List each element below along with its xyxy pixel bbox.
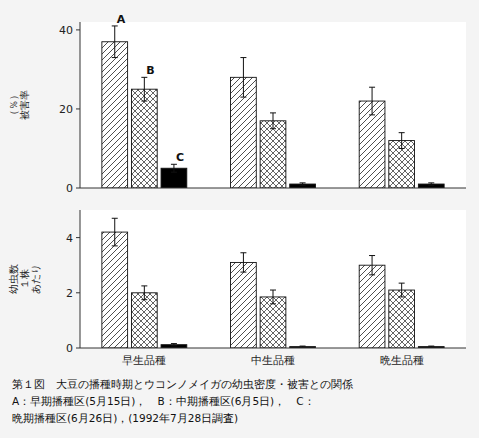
series-label: C bbox=[176, 151, 184, 164]
caption: A：早期播種区(5月15日)， B：中期播種区(6月5日)， C： bbox=[12, 395, 315, 407]
bar bbox=[231, 262, 257, 348]
y-axis-label-line: 被害率 bbox=[19, 90, 30, 120]
error-bar bbox=[399, 283, 405, 297]
y-tick-label: 20 bbox=[59, 103, 73, 116]
error-bar bbox=[300, 183, 306, 185]
x-tick-label: 中生品種 bbox=[251, 354, 295, 367]
error-bar bbox=[369, 256, 375, 275]
y-tick bbox=[76, 188, 80, 189]
error-bar bbox=[240, 253, 246, 272]
bar bbox=[260, 121, 286, 188]
error-bar bbox=[399, 133, 405, 149]
error-bar bbox=[141, 286, 147, 300]
y-axis bbox=[80, 210, 81, 348]
error-bar bbox=[171, 164, 177, 172]
error-bar bbox=[112, 26, 118, 58]
error-bar bbox=[141, 77, 147, 101]
y-axis-label: 幼虫数１株あたり bbox=[8, 264, 41, 294]
y-axis-label: （％）被害率 bbox=[8, 90, 30, 120]
y-tick-label: 0 bbox=[66, 182, 73, 195]
error-bar bbox=[240, 58, 246, 98]
error-bar bbox=[428, 183, 434, 185]
error-bar bbox=[112, 218, 118, 246]
error-bars bbox=[112, 26, 435, 185]
series-label: A bbox=[117, 13, 126, 26]
chart-panel: 0 20 40 A B C （％）被害率 bbox=[8, 13, 466, 195]
y-axis bbox=[80, 22, 81, 188]
error-bar bbox=[270, 113, 276, 129]
y-axis-label-line: あたり bbox=[30, 264, 41, 294]
caption: 晩期播種区(6月26日)，(1992年7月28日調査) bbox=[12, 412, 238, 424]
y-axis-label-line: （％） bbox=[8, 90, 19, 120]
bar bbox=[102, 232, 128, 348]
y-tick bbox=[76, 237, 80, 238]
x-axis bbox=[80, 188, 466, 189]
y-tick-label: 2 bbox=[66, 287, 73, 300]
y-tick bbox=[76, 348, 80, 349]
error-bar bbox=[428, 346, 434, 347]
y-axis-label-line: １株 bbox=[19, 269, 30, 289]
error-bars bbox=[112, 218, 435, 347]
x-tick-label: 早生品種 bbox=[122, 354, 166, 367]
plot-bg bbox=[80, 22, 466, 188]
y-tick-label: 4 bbox=[66, 232, 73, 245]
error-bar bbox=[270, 290, 276, 304]
x-axis bbox=[80, 348, 466, 349]
y-axis-label-line: 幼虫数 bbox=[8, 264, 19, 294]
plot-bg bbox=[80, 210, 466, 348]
y-tick bbox=[76, 108, 80, 109]
bar bbox=[102, 42, 128, 188]
chart-panel: 0 2 4 早生品種 中生品種 晩生品種 幼虫数１株あたり bbox=[8, 210, 466, 367]
chart: 0 20 40 A B C （％）被害率 0 2 4 早生品種 中生品種 晩生品種 幼虫数１株あたり第１図… bbox=[0, 0, 479, 438]
caption: 第１図 大豆の播種時期とウコンノメイガの幼虫密度・被害との関係 bbox=[12, 378, 353, 390]
y-tick bbox=[76, 29, 80, 30]
y-tick-label: 40 bbox=[59, 24, 73, 37]
bars bbox=[102, 42, 444, 188]
bar bbox=[359, 265, 385, 348]
bar bbox=[389, 290, 415, 348]
bars bbox=[102, 232, 444, 348]
error-bar bbox=[369, 87, 375, 115]
x-tick-label: 晩生品種 bbox=[380, 354, 424, 367]
series-label: B bbox=[146, 64, 154, 77]
bar bbox=[131, 293, 157, 348]
y-tick-label: 0 bbox=[66, 342, 73, 355]
error-bar bbox=[300, 346, 306, 347]
error-bar bbox=[171, 344, 177, 346]
bar bbox=[260, 297, 286, 348]
bar bbox=[131, 89, 157, 188]
y-tick bbox=[76, 292, 80, 293]
